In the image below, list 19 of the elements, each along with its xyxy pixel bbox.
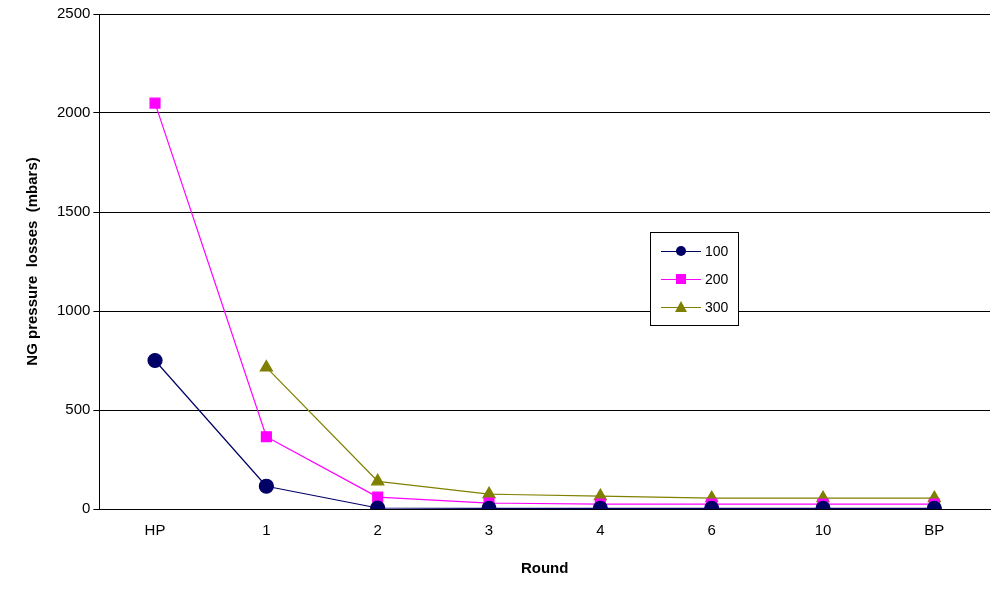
x-tick-label: 6 — [707, 521, 716, 539]
y-tick-label: 1500 — [56, 202, 91, 220]
x-tick-label: 4 — [596, 521, 605, 539]
legend-label: 200 — [705, 271, 729, 287]
x-tick-label: HP — [144, 521, 166, 539]
y-tick-label: 2500 — [56, 4, 91, 22]
y-tick-label: 500 — [65, 400, 91, 418]
y-tick-label: 0 — [82, 499, 91, 517]
legend-label: 100 — [705, 243, 729, 259]
legend-label: 300 — [705, 299, 729, 315]
x-tick-label: 2 — [373, 521, 382, 539]
x-tick-label: BP — [924, 521, 945, 539]
x-tick-label: 1 — [262, 521, 271, 539]
y-tick-label: 2000 — [56, 103, 91, 121]
x-tick-label: 10 — [814, 521, 832, 539]
y-axis-title: NG pressure losses (mbars) — [23, 157, 41, 366]
x-axis-title: Round — [520, 559, 569, 577]
y-tick-label: 1000 — [56, 301, 91, 319]
x-tick-label: 3 — [484, 521, 494, 539]
